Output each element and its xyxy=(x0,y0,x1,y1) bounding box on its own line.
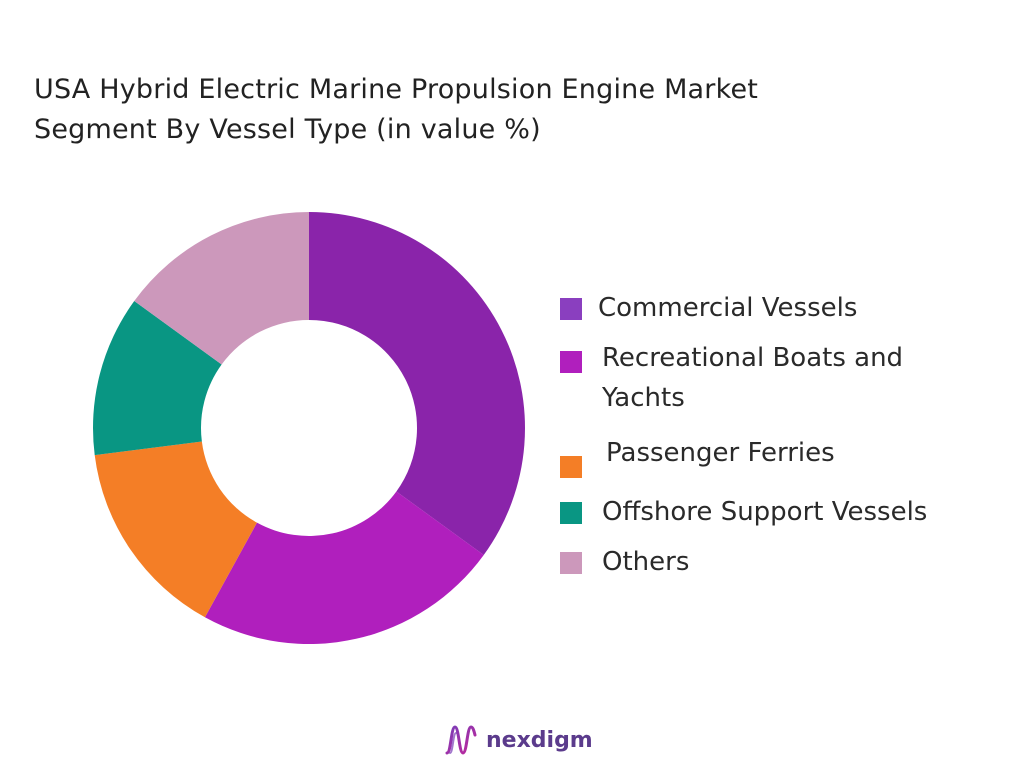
brand-logo: nexdigm xyxy=(444,722,593,758)
chart-title: USA Hybrid Electric Marine Propulsion En… xyxy=(34,70,934,150)
nexdigm-wave-icon xyxy=(445,725,477,755)
brand-name: nexdigm xyxy=(486,727,593,753)
legend-swatch-recreational-boats xyxy=(560,351,582,373)
donut-slice-others xyxy=(134,212,309,365)
legend-swatch-passenger-ferries xyxy=(560,456,582,478)
legend-label-offshore-support: Offshore Support Vessels xyxy=(602,497,928,527)
legend-swatch-others xyxy=(560,552,582,574)
legend-label-others: Others xyxy=(602,547,690,577)
legend-swatch-offshore-support xyxy=(560,502,582,524)
legend-swatch-commercial-vessels xyxy=(560,298,582,320)
donut-slice-recreational-boats-and-yachts xyxy=(204,491,484,644)
legend-label-passenger-ferries: Passenger Ferries xyxy=(606,438,835,468)
donut-slice-passenger-ferries xyxy=(94,441,257,618)
legend-label-commercial-vessels: Commercial Vessels xyxy=(598,293,858,323)
chart-title-line-2: Segment By Vessel Type (in value %) xyxy=(34,114,541,145)
legend-label-recreational-boats: Recreational Boats and Yachts xyxy=(602,343,904,413)
chart-title-line-1: USA Hybrid Electric Marine Propulsion En… xyxy=(34,74,759,105)
donut-slice-offshore-support-vessels xyxy=(93,301,222,456)
donut-slice-commercial-vessels xyxy=(309,212,525,555)
